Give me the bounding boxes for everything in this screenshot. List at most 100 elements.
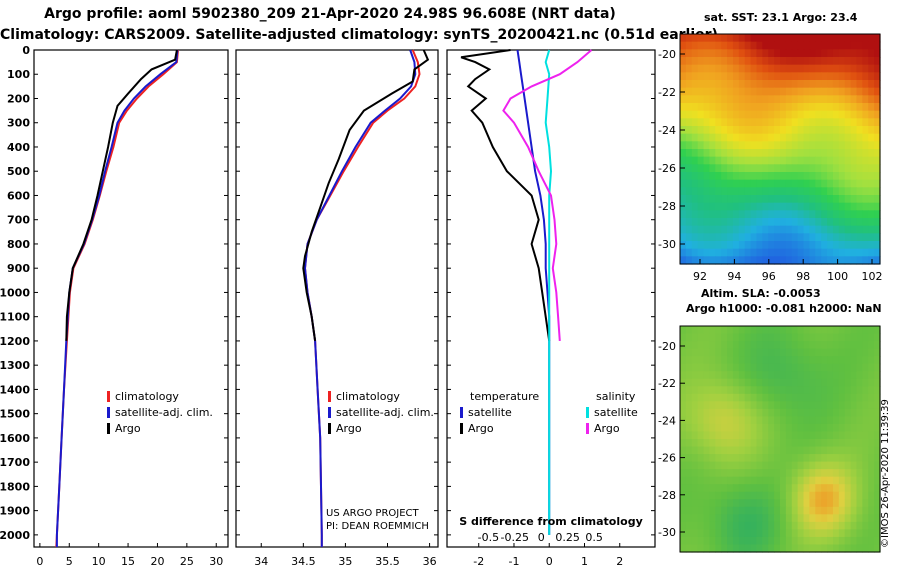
map-cell xyxy=(797,164,805,173)
map-cell xyxy=(797,423,805,433)
map-cell xyxy=(803,72,811,81)
map-cell xyxy=(709,386,716,395)
map-cell xyxy=(862,408,869,417)
map-cell xyxy=(685,333,693,342)
map-cell xyxy=(832,423,840,433)
map-cell xyxy=(832,41,840,50)
map-cell xyxy=(838,521,846,530)
map-cell xyxy=(750,536,758,546)
map-cell xyxy=(732,529,740,538)
map-cell xyxy=(680,491,687,500)
map-cell xyxy=(821,87,828,96)
map-cell xyxy=(780,172,787,181)
map-cell xyxy=(815,491,822,500)
map-cell xyxy=(838,126,846,135)
map-cell xyxy=(832,202,840,211)
map-cell xyxy=(868,401,875,410)
map-cell xyxy=(862,156,869,165)
map-cell xyxy=(738,34,746,43)
map-cell xyxy=(850,164,858,173)
map-cell xyxy=(803,461,811,470)
map-cell xyxy=(727,416,734,425)
map-cell xyxy=(691,454,699,463)
map-cell xyxy=(691,491,699,500)
map-cell xyxy=(732,363,740,372)
map-cell xyxy=(738,72,746,81)
map-y-tick-label: -26 xyxy=(658,452,676,465)
map-cell xyxy=(727,536,734,546)
map-cell xyxy=(750,80,758,89)
map-cell xyxy=(685,529,693,538)
map-cell xyxy=(732,499,740,508)
map-cell xyxy=(774,126,781,135)
map-cell xyxy=(856,536,863,546)
map-cell xyxy=(697,256,705,265)
credit-line-2: PI: DEAN ROEMMICH xyxy=(326,521,429,532)
map-cell xyxy=(774,371,781,380)
map-cell xyxy=(727,149,734,158)
map-cell xyxy=(774,133,781,142)
map-cell xyxy=(750,156,758,165)
map-cell xyxy=(821,187,828,196)
map-cell xyxy=(709,195,716,204)
map-cell xyxy=(821,401,828,410)
map-cell xyxy=(815,341,822,350)
map-cell xyxy=(703,484,711,493)
map-cell xyxy=(868,179,875,188)
map-cell xyxy=(815,64,822,73)
map-cell xyxy=(821,156,828,165)
map-cell xyxy=(762,141,769,150)
y-tick-label: 1400 xyxy=(0,383,30,396)
map-cell xyxy=(709,179,716,188)
map-cell xyxy=(750,233,758,242)
map-cell xyxy=(715,195,722,204)
map-cell xyxy=(821,80,828,89)
map-cell xyxy=(768,544,775,553)
sal-tick-label: -0.5 xyxy=(478,531,499,544)
map-cell xyxy=(832,484,840,493)
map-cell xyxy=(827,521,834,530)
map-cell xyxy=(750,164,758,173)
x-tick-label: 20 xyxy=(150,555,164,568)
map-cell xyxy=(862,95,869,104)
map-cell xyxy=(697,179,705,188)
map-cell xyxy=(803,469,811,478)
map-cell xyxy=(874,333,881,342)
map-cell xyxy=(868,218,875,227)
map-cell xyxy=(815,386,822,395)
map-cell xyxy=(856,110,863,119)
map-cell xyxy=(785,87,793,96)
map-cell xyxy=(744,408,752,417)
map-cell xyxy=(868,210,875,219)
map-cell xyxy=(685,454,693,463)
map-cell xyxy=(850,118,858,127)
map-cell xyxy=(697,141,705,150)
map-cell xyxy=(715,233,722,242)
map-cell xyxy=(774,141,781,150)
map-cell xyxy=(709,164,716,173)
map-cell xyxy=(697,248,705,257)
map-cell xyxy=(868,103,875,112)
map-cell xyxy=(750,506,758,515)
map-cell xyxy=(756,41,763,50)
map-cell xyxy=(762,80,769,89)
map-cell xyxy=(803,341,811,350)
map-cell xyxy=(715,499,722,508)
map-cell xyxy=(715,72,722,81)
map-cell xyxy=(797,378,805,387)
y-tick-label: 500 xyxy=(7,165,30,178)
map-cell xyxy=(721,248,728,257)
map-cell xyxy=(791,87,799,96)
map-cell xyxy=(785,256,793,265)
map-cell xyxy=(744,423,752,433)
map-cell xyxy=(715,141,722,150)
map-cell xyxy=(709,133,716,142)
map-cell xyxy=(856,326,863,335)
map-cell xyxy=(803,363,811,372)
y-tick-label: 700 xyxy=(7,214,30,227)
map-cell xyxy=(850,133,858,142)
map-cell xyxy=(774,256,781,265)
map-cell xyxy=(832,57,840,66)
map-cell xyxy=(791,172,799,181)
map-cell xyxy=(803,356,811,365)
